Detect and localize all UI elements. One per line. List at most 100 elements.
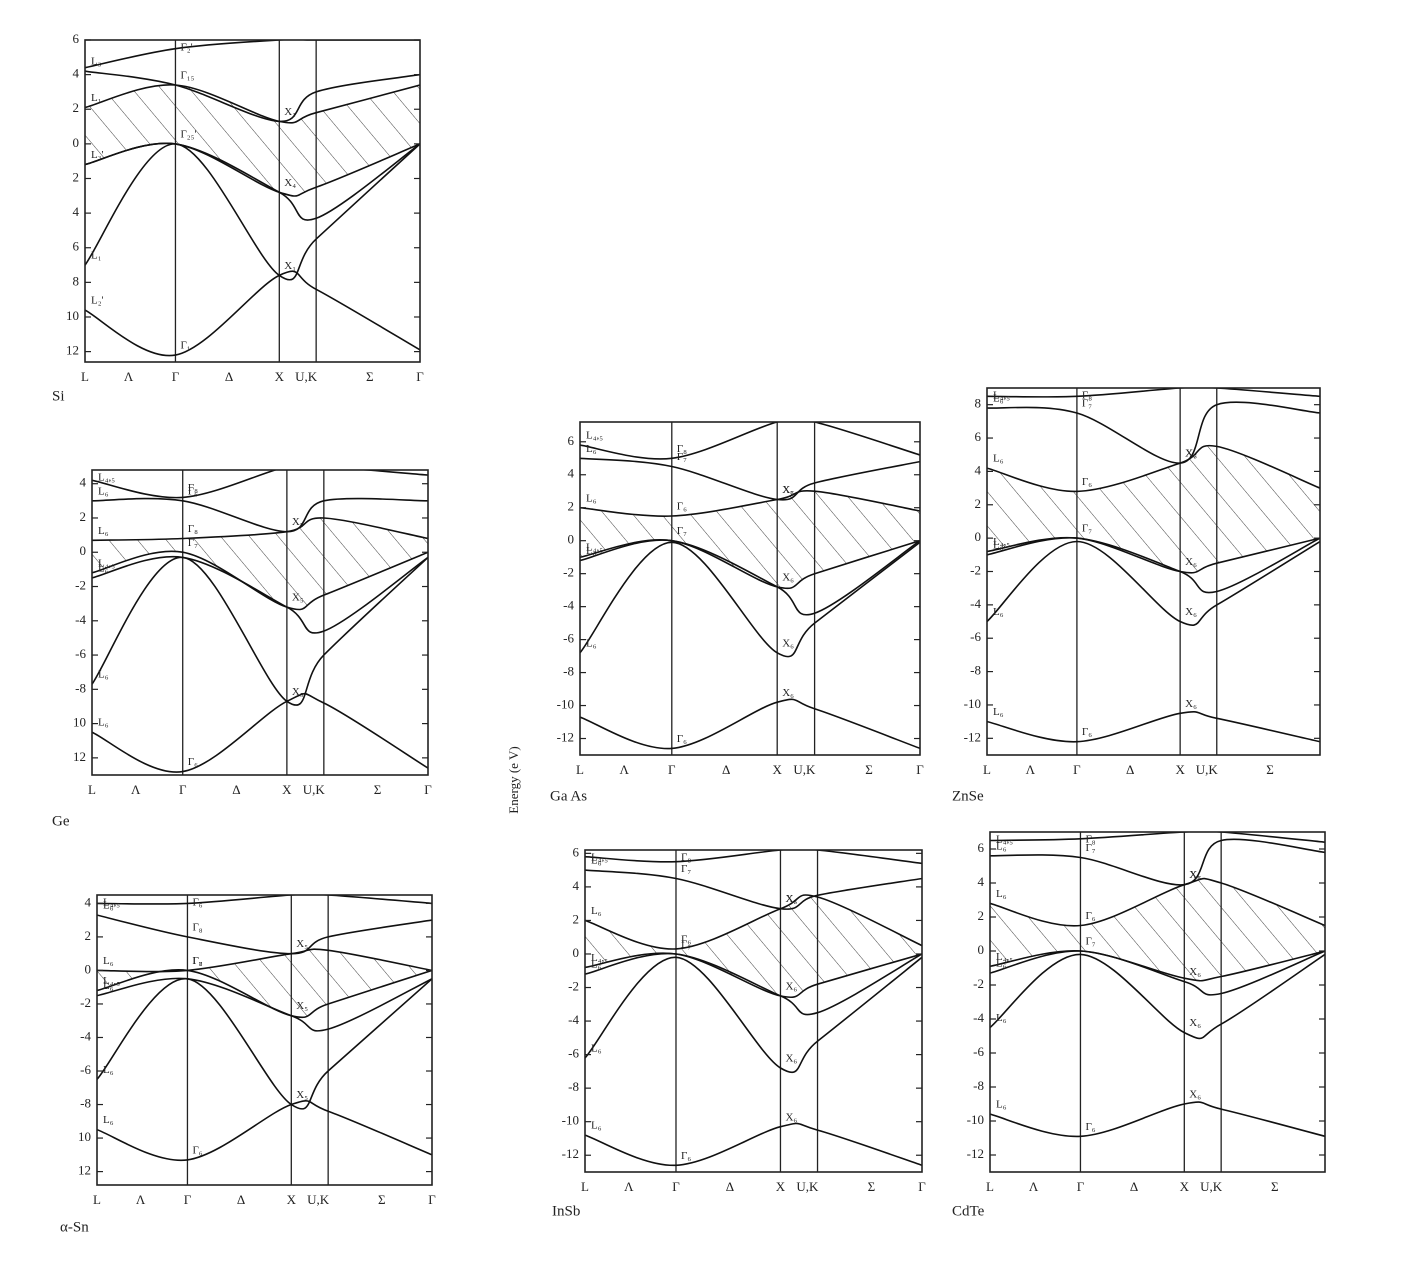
material-name: InSb bbox=[552, 1203, 580, 1219]
band-label: Γ₆ bbox=[188, 485, 198, 497]
y-tick-label: 4 bbox=[85, 894, 92, 909]
y-tick-label: -2 bbox=[563, 565, 574, 580]
band-label: Γ₈ bbox=[188, 523, 198, 535]
panel-frame bbox=[96, 894, 433, 1186]
band-label: Γ₆ bbox=[1082, 726, 1092, 738]
y-tick-label: -10 bbox=[964, 696, 981, 711]
band-label: X₅ bbox=[296, 938, 308, 950]
k-point-label: U,K bbox=[796, 1179, 819, 1194]
band-label: Γ₂₅' bbox=[180, 128, 196, 140]
k-point-label: L bbox=[88, 782, 96, 797]
band-curve bbox=[85, 40, 420, 69]
band-label: Γ₇ bbox=[192, 955, 202, 967]
band-label: L₆ bbox=[993, 606, 1004, 618]
y-tick-label: -4 bbox=[568, 1012, 579, 1027]
band-label: X₅ bbox=[292, 516, 304, 528]
k-point-label: Σ bbox=[865, 762, 873, 777]
y-tick-label: 2 bbox=[73, 100, 80, 115]
band-label: L₆ bbox=[98, 717, 109, 729]
band-label: Γ₆ bbox=[681, 1150, 691, 1162]
band-curve bbox=[92, 470, 428, 499]
band-label: L₆ bbox=[996, 1099, 1007, 1111]
k-point-label: U,K bbox=[303, 782, 326, 797]
band-curve bbox=[987, 710, 1320, 743]
band-label: X₆ bbox=[782, 571, 794, 583]
band-label: L₂' bbox=[91, 295, 104, 307]
band-curve bbox=[585, 1122, 922, 1167]
y-tick-label: 6 bbox=[978, 840, 985, 855]
energy-axis-label: Energy (e V) bbox=[506, 746, 521, 813]
k-point-label: Δ bbox=[726, 1179, 734, 1194]
k-point-label: Γ bbox=[1077, 1179, 1085, 1194]
band-label: Γ₇ bbox=[677, 451, 687, 463]
band-curve bbox=[97, 914, 432, 955]
y-tick-label: 4 bbox=[568, 466, 575, 481]
band-curve bbox=[987, 540, 1320, 627]
y-tick-label: 4 bbox=[73, 66, 80, 81]
band-label: L₆ bbox=[996, 1012, 1007, 1024]
y-tick-label: -10 bbox=[557, 697, 574, 712]
band-label: L₄,₅ bbox=[993, 536, 1010, 548]
k-point-label: Γ bbox=[428, 1192, 436, 1207]
band-label: L₄,₅ bbox=[996, 951, 1013, 963]
gap-hatch bbox=[97, 949, 432, 1018]
band-label: Γ₇ bbox=[1085, 842, 1095, 854]
band-curve bbox=[990, 1101, 1325, 1138]
band-curve bbox=[990, 953, 1325, 1040]
y-tick-label: 12 bbox=[78, 1163, 91, 1178]
band-label: X₆ bbox=[1189, 1017, 1201, 1029]
band-label: L₆ bbox=[103, 1064, 114, 1076]
band-label: X₇ bbox=[785, 893, 797, 905]
gap-hatch bbox=[987, 445, 1320, 573]
y-tick-label: 0 bbox=[73, 135, 80, 150]
band-curve bbox=[85, 270, 420, 357]
k-point-label: Δ bbox=[1126, 762, 1134, 777]
band-plot bbox=[585, 850, 922, 1172]
y-tick-label: 2 bbox=[85, 928, 92, 943]
band-label: X₆ bbox=[785, 1053, 797, 1065]
panel-frame bbox=[584, 849, 923, 1173]
k-point-label: Γ bbox=[668, 762, 676, 777]
band-label: X₆ bbox=[782, 637, 794, 649]
band-curve bbox=[85, 143, 420, 281]
k-point-label: Γ bbox=[184, 1192, 192, 1207]
k-point-label: Γ bbox=[1073, 762, 1081, 777]
band-label: X₁ bbox=[284, 260, 296, 272]
y-tick-label: 10 bbox=[66, 308, 79, 323]
k-point-label: Δ bbox=[225, 369, 233, 384]
k-point-label: L bbox=[81, 369, 89, 384]
band-label: L₆ bbox=[98, 485, 109, 497]
band-plot bbox=[990, 832, 1325, 1172]
band-label: X₆ bbox=[1189, 966, 1201, 978]
k-point-label: Σ bbox=[366, 369, 374, 384]
band-label: Γ₂' bbox=[180, 42, 192, 54]
band-label: L₆ bbox=[591, 905, 602, 917]
y-tick-label: 2 bbox=[568, 499, 575, 514]
band-label: Γ₆ bbox=[1085, 910, 1095, 922]
band-label: X₇ bbox=[1189, 869, 1201, 881]
k-point-label: U,K bbox=[295, 369, 318, 384]
band-curve bbox=[97, 977, 432, 1110]
gap-hatch bbox=[85, 84, 420, 197]
band-curve bbox=[987, 536, 1320, 574]
y-tick-label: 10 bbox=[78, 1129, 91, 1144]
k-point-label: Δ bbox=[1130, 1179, 1138, 1194]
k-point-label: Γ bbox=[672, 1179, 680, 1194]
band-label: Γ₈ bbox=[677, 443, 687, 455]
band-label: L₄,₅ bbox=[586, 542, 603, 554]
y-tick-label: 2 bbox=[975, 496, 982, 511]
k-point-label: X bbox=[773, 762, 783, 777]
y-tick-label: -8 bbox=[568, 1079, 579, 1094]
y-tick-label: 6 bbox=[73, 239, 80, 254]
k-point-label: X bbox=[1175, 762, 1185, 777]
band-panel: L₂' Γ₁ L₁ X₁ X₄ L₃' Γ₂₅' L₁ X₁ L₃ Γ₁₅ Γ₂' 6 4 2 0 2 4 6 8 10… bbox=[52, 31, 424, 404]
band-panel: L₆ Γ₆ X₆ L₆ X₆ L₆ X₆ L₄,₅ Γ₇ L₆ Γ₆ X₆ L₆ Γ₇ X₇ L₄,₅ Γ₈ 8 6… bbox=[952, 387, 1321, 804]
k-point-label: Δ bbox=[722, 762, 730, 777]
y-tick-label: -4 bbox=[80, 1028, 91, 1043]
band-label: Γ₁ bbox=[180, 340, 190, 352]
y-tick-label: 12 bbox=[66, 343, 79, 358]
y-tick-label: -4 bbox=[75, 612, 86, 627]
band-label: L₆ bbox=[103, 980, 114, 992]
band-label: X₆ bbox=[1185, 698, 1197, 710]
gap-hatch bbox=[580, 490, 920, 589]
